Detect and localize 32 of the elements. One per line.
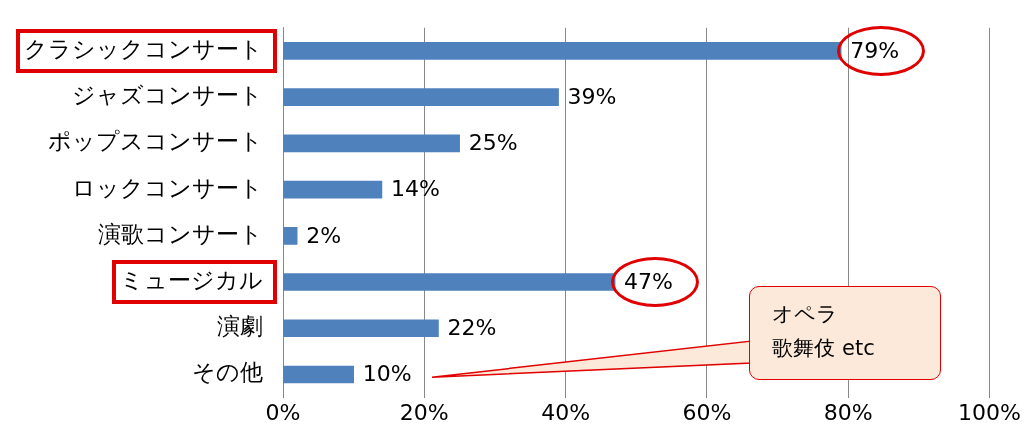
data-label: 14% [390,176,440,202]
y-tick-label: ミュージカル [120,267,263,294]
bar [283,134,460,153]
y-tick-label: 演歌コンサート [98,220,263,247]
data-label: 25% [468,130,518,156]
annotation: オペラ [772,301,840,329]
x-tick-label: 100% [958,399,1022,425]
bar [283,180,383,199]
bar [283,42,842,60]
x-tick-label: 0% [265,399,301,425]
x-tick-label: 80% [823,399,873,425]
annotation: 歌舞伎 etc [772,335,876,363]
y-tick-label: ロックコンサート [72,174,263,201]
data-label: 22% [447,314,497,340]
y-tick-label: その他 [192,359,263,386]
y-tick-label: 演劇 [217,313,263,340]
y-tick-label: ポップスコンサート [48,128,263,155]
bar [283,226,298,245]
data-label: 2% [306,222,342,248]
x-tick-label: 40% [541,399,591,425]
data-label: 47% [624,268,673,294]
y-tick-label: クラシックコンサート [24,35,263,62]
data-label: 79% [850,37,900,63]
data-label: 39% [567,83,617,109]
y-tick-label: ジャズコンサート [72,82,263,109]
bar [283,365,354,384]
bar [283,88,559,106]
data-label: 10% [362,361,412,387]
bar [283,273,616,291]
bar [283,319,439,338]
x-tick-label: 20% [399,399,449,425]
x-tick-label: 60% [682,399,732,425]
